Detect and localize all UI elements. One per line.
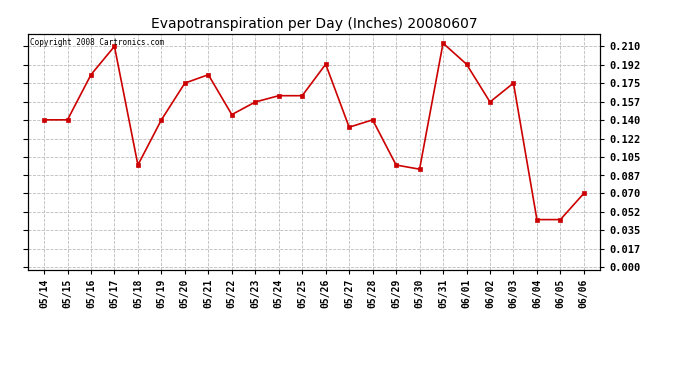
Text: Copyright 2008 Cartronics.com: Copyright 2008 Cartronics.com: [30, 39, 165, 48]
Title: Evapotranspiration per Day (Inches) 20080607: Evapotranspiration per Day (Inches) 2008…: [150, 17, 477, 31]
